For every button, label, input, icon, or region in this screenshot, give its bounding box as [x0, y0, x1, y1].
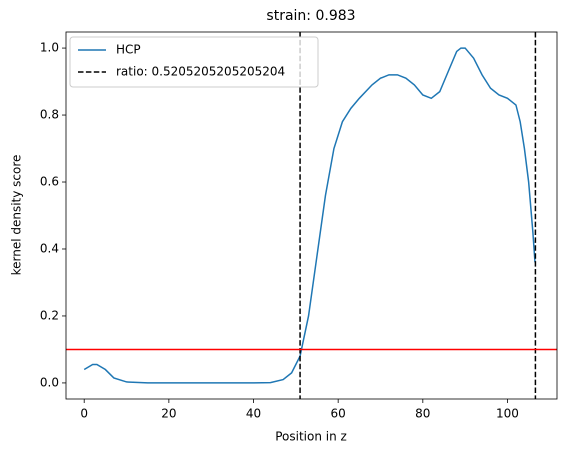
- y-tick-label: 0.4: [40, 241, 59, 255]
- legend: HCP ratio: 0.5205205205205204: [69, 36, 319, 88]
- legend-label: ratio: 0.5205205205205204: [116, 65, 285, 79]
- axes-frame: [65, 31, 558, 400]
- x-tick-label: 60: [331, 407, 346, 421]
- y-axis-label: kernel density score: [10, 155, 24, 276]
- x-tick-label: 40: [246, 407, 261, 421]
- y-tick-label: 0.0: [40, 375, 59, 389]
- data-line: [83, 47, 536, 384]
- y-tick-label: 0.6: [40, 175, 59, 189]
- y-tick-label: 1.0: [40, 41, 59, 55]
- x-tick-label: 20: [161, 407, 176, 421]
- legend-box: [69, 36, 319, 88]
- x-axis-label: Position in z: [275, 430, 347, 444]
- y-tick-label: 0.8: [40, 108, 59, 122]
- x-tick-label: 100: [496, 407, 519, 421]
- chart-title: strain: 0.983: [266, 8, 355, 24]
- x-tick-label: 80: [415, 407, 430, 421]
- legend-label: HCP: [116, 43, 141, 57]
- x-tick-label: 0: [80, 407, 88, 421]
- y-tick-label: 0.2: [40, 308, 59, 322]
